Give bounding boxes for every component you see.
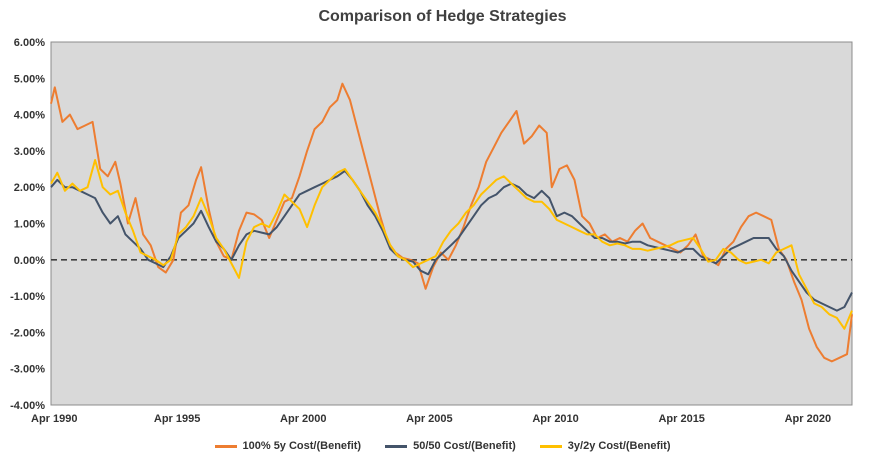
y-tick-label: -4.00%: [10, 400, 45, 412]
x-tick-label: Apr 2020: [785, 413, 831, 425]
y-tick-label: 0.00%: [14, 255, 45, 267]
legend-item-2: 50/50 Cost/(Benefit): [385, 440, 516, 452]
legend-label: 50/50 Cost/(Benefit): [413, 440, 516, 452]
y-tick-label: 2.00%: [14, 182, 45, 194]
legend: 100% 5y Cost/(Benefit) 50/50 Cost/(Benefi…: [0, 440, 885, 452]
y-tick-label: 6.00%: [14, 37, 45, 49]
legend-label: 100% 5y Cost/(Benefit): [242, 440, 362, 452]
y-tick-label: 1.00%: [14, 219, 45, 231]
legend-swatch: [385, 444, 408, 448]
x-tick-label: Apr 2010: [532, 413, 578, 425]
series-group: [50, 82, 853, 363]
series-line-2: [50, 169, 853, 312]
plot-area: [50, 41, 853, 406]
legend-swatch: [214, 444, 237, 448]
y-tick-label: -1.00%: [10, 291, 45, 303]
x-tick-label: Apr 2005: [406, 413, 452, 425]
series-line-3: [50, 159, 853, 330]
legend-swatch: [539, 444, 562, 448]
chart-title: Comparison of Hedge Strategies: [318, 8, 567, 25]
series-line-1: [50, 82, 853, 363]
x-axis: Apr 1990 Apr 1995 Apr 2000 Apr 2005 Apr 2010…: [31, 413, 831, 425]
y-axis: 6.00% 5.00% 4.00% 3.00% 2.00% 1.00% 0.00% -1.00…: [10, 37, 45, 412]
legend-label: 3y/2y Cost/(Benefit): [567, 440, 671, 452]
legend-item-1: 100% 5y Cost/(Benefit): [214, 440, 362, 452]
y-tick-label: 3.00%: [14, 146, 45, 158]
x-tick-label: Apr 2000: [280, 413, 326, 425]
y-tick-label: -3.00%: [10, 364, 45, 376]
y-tick-label: -2.00%: [10, 327, 45, 339]
y-tick-label: 4.00%: [14, 110, 45, 122]
x-tick-label: Apr 1990: [31, 413, 77, 425]
legend-item-3: 3y/2y Cost/(Benefit): [539, 440, 671, 452]
x-tick-label: Apr 2015: [658, 413, 704, 425]
y-tick-label: 5.00%: [14, 73, 45, 85]
x-tick-label: Apr 1995: [154, 413, 200, 425]
